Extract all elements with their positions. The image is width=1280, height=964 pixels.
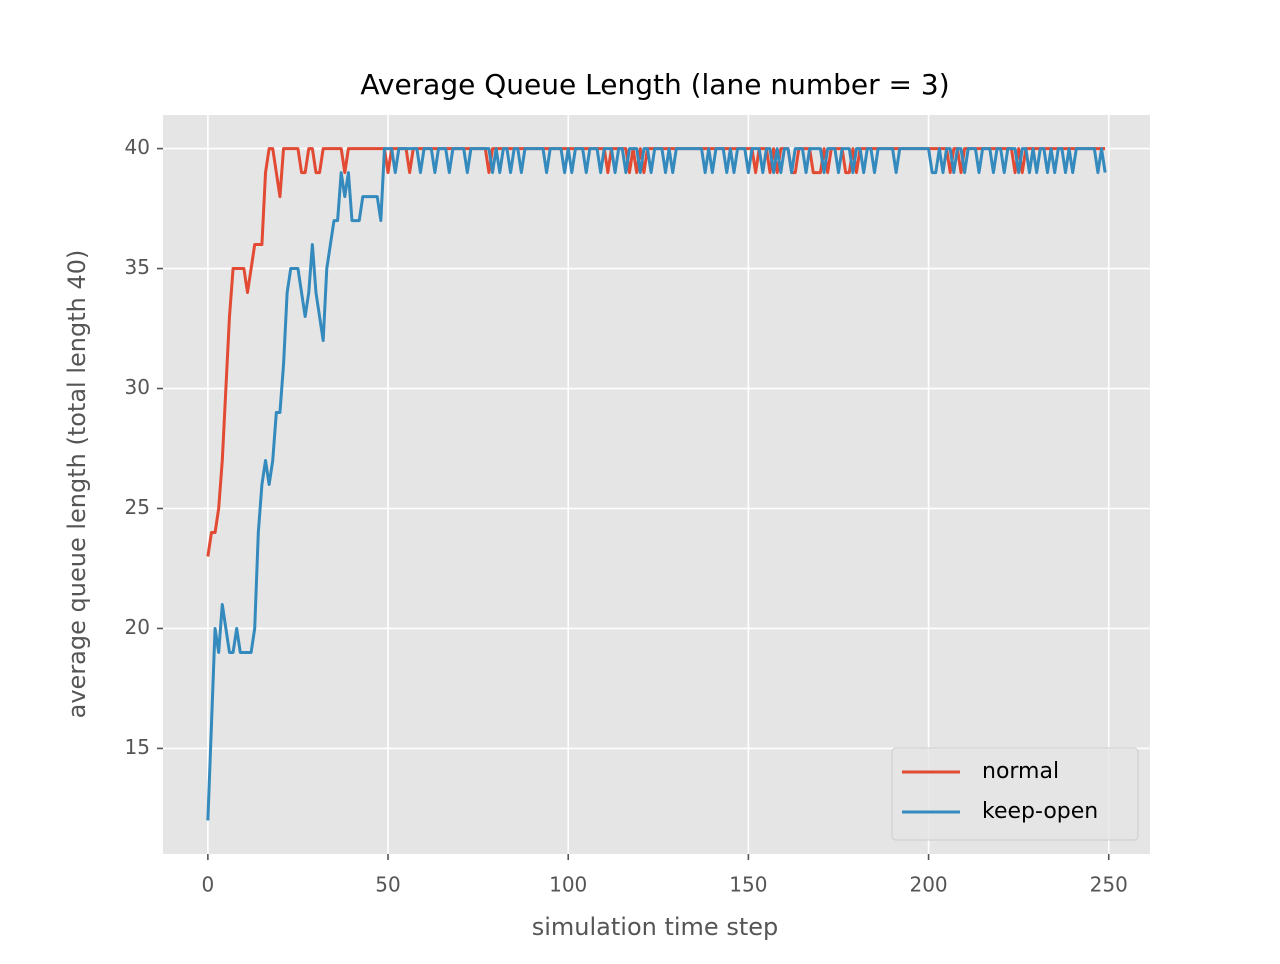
lines xyxy=(206,147,1107,821)
x-tick-label: 50 xyxy=(375,873,400,897)
chart-title: Average Queue Length (lane number = 3) xyxy=(360,68,949,101)
legend: normal keep-open xyxy=(891,747,1139,841)
plot-area xyxy=(163,115,1150,854)
y-axis-label: average queue length (total length 40) xyxy=(63,250,91,719)
x-axis-label: simulation time step xyxy=(532,913,779,941)
legend-label: normal xyxy=(982,759,1059,784)
y-tick-label: 25 xyxy=(125,495,150,519)
y-tick-label: 15 xyxy=(125,735,150,759)
legend-label: keep-open xyxy=(982,799,1098,824)
y-tick-label: 30 xyxy=(125,375,150,399)
x-tick-label: 250 xyxy=(1090,873,1128,897)
x-tick-label: 0 xyxy=(201,873,214,897)
x-tick-label: 150 xyxy=(729,873,767,897)
x-tick-label: 200 xyxy=(909,873,947,897)
series-line xyxy=(206,147,1107,821)
y-tick-label: 40 xyxy=(125,135,150,159)
y-tick-label: 35 xyxy=(125,255,150,279)
x-tick-label: 100 xyxy=(549,873,587,897)
y-tick-label: 20 xyxy=(125,615,150,639)
